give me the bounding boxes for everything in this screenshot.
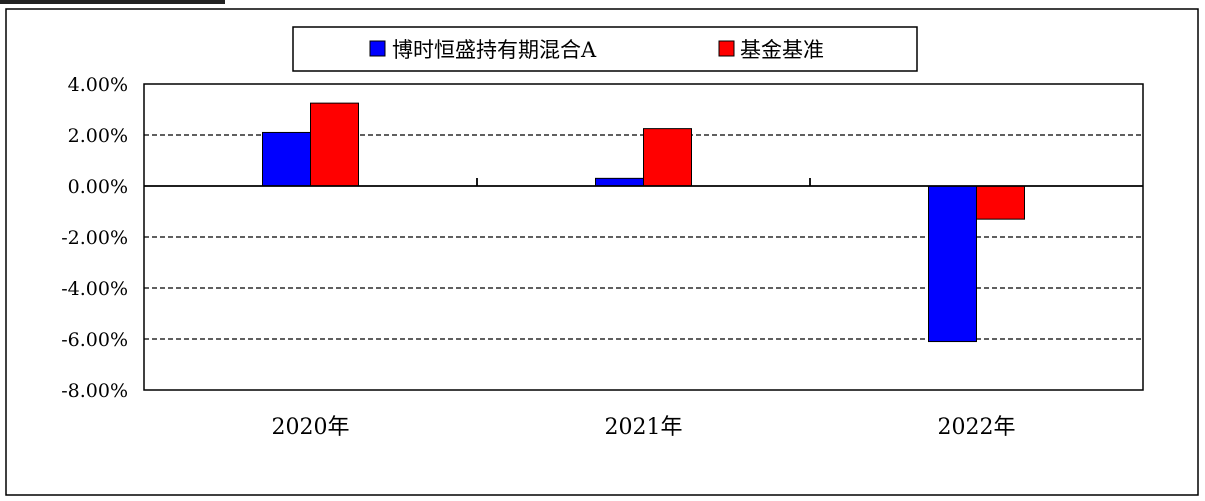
legend-swatch-benchmark [718,40,735,57]
y-axis-ticks: 4.00% 2.00% 0.00% -2.00% -4.00% -6.00% -8.00% [61,74,128,402]
bar-benchmark [976,185,1025,220]
y-tick-label: 4.00% [68,74,128,96]
bar-benchmark [643,128,692,187]
outer-border [5,8,1199,496]
y-tick-label: -8.00% [61,380,128,402]
x-tick-label: 2021年 [605,415,683,440]
bar-fund [595,177,644,187]
y-tick-label: -4.00% [61,278,128,300]
legend-label-benchmark: 基金基准 [740,38,824,62]
zero-axis-group [144,178,1143,187]
y-tick-label: -2.00% [61,227,128,249]
y-tick-label: 2.00% [68,125,128,147]
y-tick-label: 0.00% [68,176,128,198]
bar-fund [928,185,977,343]
x-tick-label: 2022年 [938,415,1016,440]
legend: 博时恒盛持有期混合A 基金基准 [292,26,918,72]
legend-box [292,26,918,72]
bar-fund [262,131,311,187]
cropped-caption-fragment [0,0,225,4]
legend-label-fund: 博时恒盛持有期混合A [392,38,597,62]
bar-benchmark [310,102,359,187]
legend-swatch-fund [369,40,386,57]
x-tick-label: 2020年 [272,415,350,440]
x-axis-ticks: 2020年 2021年 2022年 [272,415,1016,440]
y-tick-label: -6.00% [61,329,128,351]
